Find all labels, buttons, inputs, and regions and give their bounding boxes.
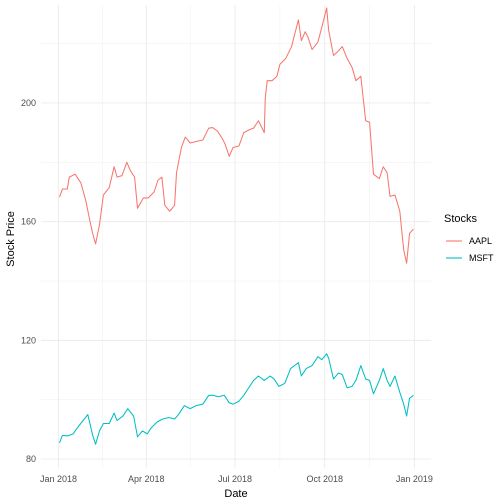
minor-gridlines [41, 5, 431, 468]
y-tick-label: 80 [26, 454, 36, 464]
y-tick-label: 200 [21, 98, 36, 108]
x-tick-label: Oct 2018 [306, 474, 343, 484]
series-lines [59, 7, 414, 445]
x-tick-label: Jul 2018 [218, 474, 252, 484]
legend: Stocks AAPL MSFT [444, 213, 494, 263]
x-axis-tick-labels: Jan 2018 Apr 2018 Jul 2018 Oct 2018 Jan 2019 [40, 474, 433, 484]
series-line-msft [59, 353, 414, 445]
x-tick-label: Jan 2019 [396, 474, 433, 484]
series-line-aapl [59, 7, 414, 264]
major-gridlines [41, 5, 431, 468]
x-axis-title: Date [224, 488, 247, 500]
legend-title: Stocks [444, 213, 478, 225]
y-axis-tick-labels: 80 120 160 200 [21, 98, 36, 464]
y-tick-label: 160 [21, 217, 36, 227]
x-tick-label: Jan 2018 [40, 474, 77, 484]
y-tick-label: 120 [21, 335, 36, 345]
legend-label-aapl: AAPL [469, 236, 492, 246]
x-tick-label: Apr 2018 [128, 474, 165, 484]
legend-label-msft: MSFT [469, 253, 494, 263]
y-axis-title: Stock Price [5, 211, 17, 267]
